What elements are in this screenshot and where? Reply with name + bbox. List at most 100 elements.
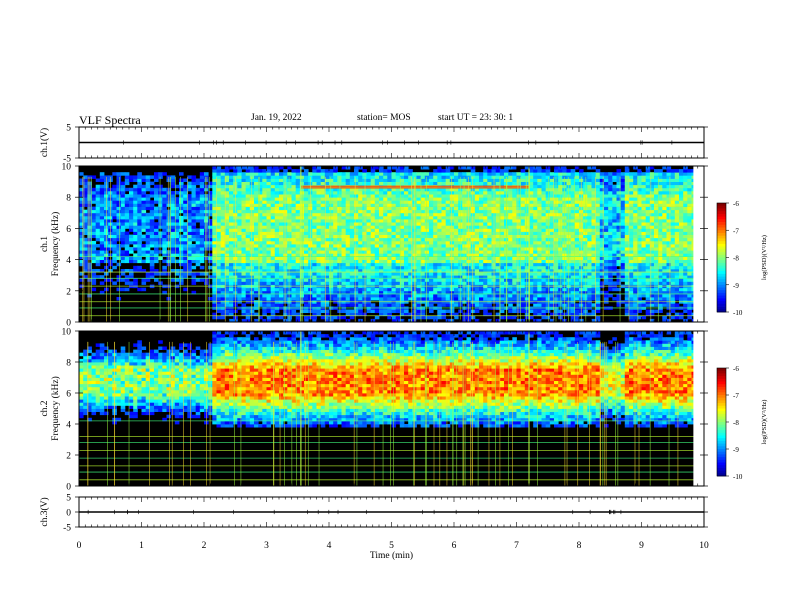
spectrogram-cell [445,191,451,195]
spectrogram-cell [395,272,401,276]
spectrogram-cell [445,206,451,211]
spectrogram-cell [449,209,455,214]
spectrogram-cell [566,212,572,217]
spectrogram-cell [516,197,522,201]
spectrogram-cell [283,172,288,176]
spectrogram-cell [487,240,492,245]
spectrogram-cell [554,172,559,176]
spectrogram-cell [312,178,317,182]
spectrogram-cell [383,303,388,307]
spectrogram-cell [333,297,338,301]
spectrogram-cell [462,253,467,257]
spectrogram-cell [220,309,226,313]
spectrogram-cell [254,290,259,295]
spectrogram-cell [320,172,326,176]
spectrogram-cell [474,293,480,298]
spectrogram-cell [304,265,309,270]
spectrogram-cell [466,259,472,264]
spectrogram-cell [362,256,367,260]
spectrogram-cell [529,169,534,173]
spectrogram-cell [437,225,442,229]
spectrogram-cell [366,222,372,226]
spectrogram-cell [291,191,297,195]
spectrogram-cell [566,175,572,179]
spectrogram-cell [441,234,447,239]
spectrogram-cell [245,309,251,313]
spectrogram-cell [145,250,151,254]
spectrogram-cell [187,184,192,189]
spectrogram-cell [362,206,367,211]
spectrogram-cell [170,225,176,229]
spectrogram-cell [199,175,205,179]
spectrogram-cell [237,244,242,248]
spectrogram-cell [304,197,309,201]
spectrogram-cell [408,203,413,207]
spectrogram-cell [387,191,392,195]
spectrogram-cell [174,219,180,223]
spectrogram-cell [179,184,184,189]
spectrogram-cell [299,240,305,245]
spectrogram-cell [204,194,209,198]
spectrogram-cell [374,225,380,229]
spectrogram-cell [466,281,472,285]
spectrogram-cell [362,181,367,186]
spectrogram-cell [133,184,138,189]
spectrogram-cell [354,175,359,179]
spectrogram-cell [358,225,363,229]
spectrogram-cell [304,191,309,195]
spectrogram-cell [99,247,105,251]
spectrogram-cell [199,234,205,239]
spectrogram-cell [487,231,492,235]
spectrogram-cell [537,169,542,173]
spectrogram-cell [224,312,230,317]
spectrogram-cell [187,212,192,217]
spectrogram-cell [83,269,88,273]
spectrogram-cell [124,253,130,257]
spectrogram-cell [545,178,551,182]
spectrogram-cell [133,219,138,223]
spectrogram-cell [524,269,530,273]
spectrogram-cell [145,244,151,248]
spectrogram-cell [474,200,480,204]
spectrogram-cell [212,240,217,245]
spectrogram-cell [274,287,280,292]
spectrogram-cell [324,231,330,235]
spectrogram-cell [424,272,430,276]
spectrogram-cell [129,206,134,211]
spectrogram-cell [266,318,272,323]
spectrogram-cell [524,259,530,264]
spectrogram-cell [333,172,338,176]
spectrogram-cell [420,194,426,198]
spectrogram-cell [241,318,247,323]
spectrogram-cell [237,237,242,242]
spectrogram-cell [537,250,542,254]
spectrogram-cell [549,234,555,239]
spectrogram-cell [145,259,151,264]
spectrogram-cell [520,209,526,214]
spectrogram-cell [145,203,151,207]
spectrogram-cell [362,203,367,207]
spectrogram-cell [333,234,338,239]
spectrogram-cell [216,219,222,223]
spectrogram-cell [487,187,492,192]
spectrogram-cell [329,259,334,264]
spectrogram-cell [166,256,172,260]
spectrogram-cell [241,191,247,195]
spectrogram-cell [245,265,251,270]
spectrogram-cell [291,265,297,270]
spectrogram-cell [270,244,276,248]
spectrogram-cell [508,225,513,229]
spectrogram-cell [383,297,388,301]
spectrogram-cell [541,253,547,257]
spectrogram-cell [237,187,242,192]
spectrogram-cell [133,203,138,207]
spectrogram-cell [287,200,292,204]
spectrogram-cell [274,219,280,223]
spectrogram-cell [516,234,522,239]
spectrogram-cell [270,287,276,292]
spectrogram-cell [537,237,542,242]
spectrogram-cell [520,169,526,173]
spectrogram-cell [533,215,538,220]
spectrogram-cell [329,191,334,195]
spectrogram-cell [429,253,434,257]
